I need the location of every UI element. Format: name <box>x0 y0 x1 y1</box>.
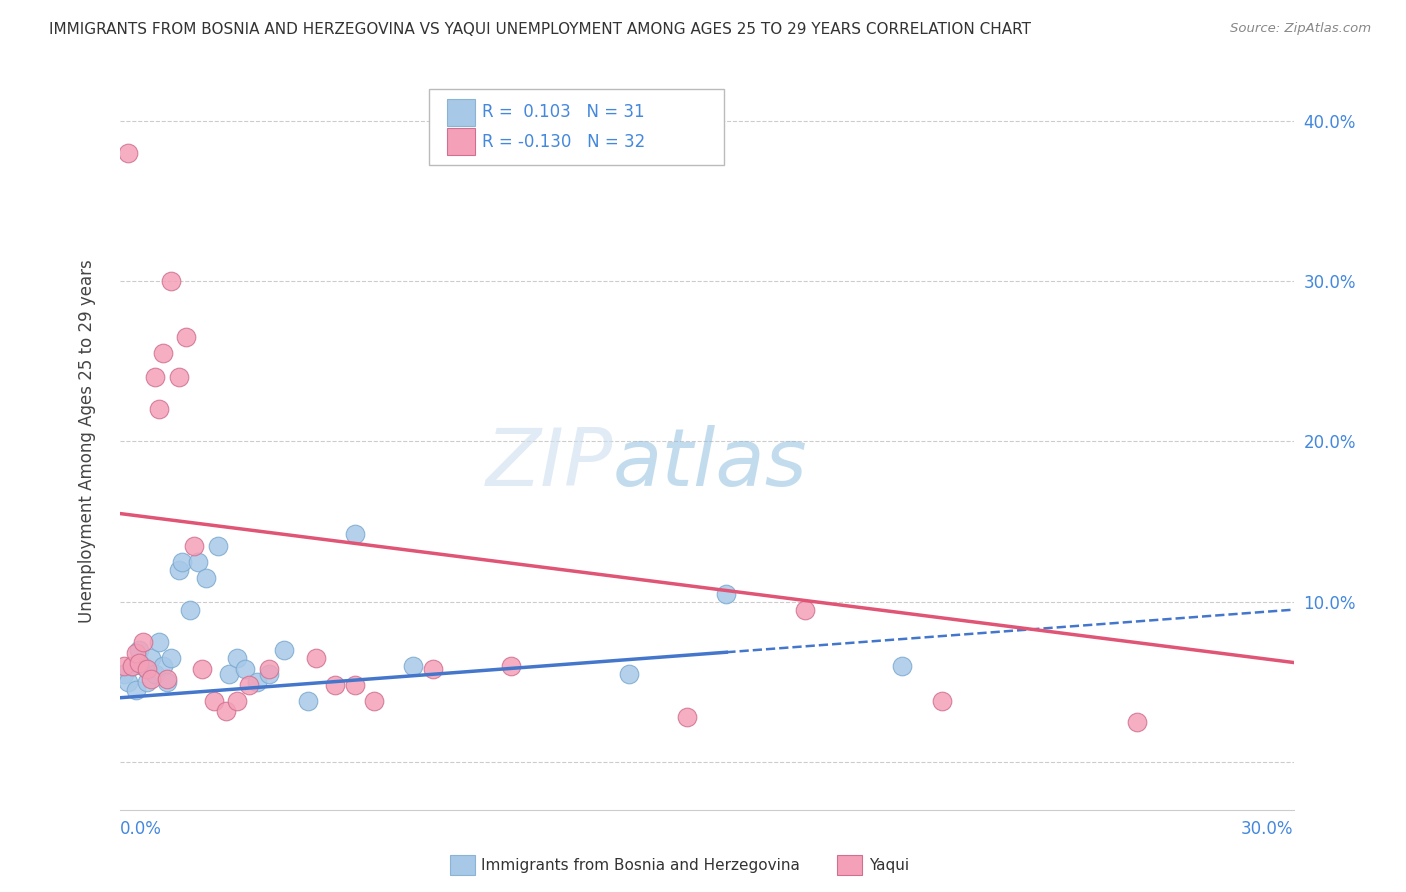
Text: IMMIGRANTS FROM BOSNIA AND HERZEGOVINA VS YAQUI UNEMPLOYMENT AMONG AGES 25 TO 29: IMMIGRANTS FROM BOSNIA AND HERZEGOVINA V… <box>49 22 1031 37</box>
Text: R =  0.103   N = 31: R = 0.103 N = 31 <box>482 103 645 121</box>
Point <box>121 658 143 673</box>
Point <box>931 694 953 708</box>
Point <box>117 674 139 689</box>
Point <box>183 539 205 553</box>
Point <box>202 694 225 708</box>
Text: Yaqui: Yaqui <box>869 858 910 872</box>
Text: Immigrants from Bosnia and Herzegovina: Immigrants from Bosnia and Herzegovina <box>481 858 800 872</box>
Point <box>402 658 425 673</box>
Point <box>343 678 366 692</box>
Point <box>148 402 170 417</box>
Point <box>132 658 155 673</box>
Text: ZIP: ZIP <box>485 425 613 502</box>
Point <box>117 146 139 161</box>
Point <box>617 666 640 681</box>
Point <box>891 658 914 673</box>
Point <box>238 678 260 692</box>
Point <box>143 666 166 681</box>
Point <box>304 650 326 665</box>
Point <box>676 710 699 724</box>
Point <box>124 646 146 660</box>
Point <box>233 662 256 676</box>
Point <box>207 539 229 553</box>
Point <box>343 527 366 541</box>
Point <box>363 694 385 708</box>
Point <box>793 602 815 616</box>
Point <box>128 656 150 670</box>
Point <box>156 674 179 689</box>
Point <box>246 674 269 689</box>
Point <box>121 658 143 673</box>
Point <box>273 642 295 657</box>
Text: Source: ZipAtlas.com: Source: ZipAtlas.com <box>1230 22 1371 36</box>
Point <box>176 330 198 344</box>
Point <box>159 650 181 665</box>
Point <box>226 694 249 708</box>
Point <box>422 662 444 676</box>
Point <box>716 587 738 601</box>
Point <box>141 650 163 665</box>
Point <box>323 678 346 692</box>
Point <box>179 602 201 616</box>
Point <box>128 642 150 657</box>
Point <box>152 658 174 673</box>
Point <box>156 672 179 686</box>
Point <box>1126 714 1149 729</box>
Text: atlas: atlas <box>613 425 807 502</box>
Point <box>214 704 236 718</box>
Point <box>152 346 174 360</box>
Point <box>112 658 135 673</box>
Point <box>167 370 190 384</box>
Point <box>172 555 194 569</box>
Y-axis label: Unemployment Among Ages 25 to 29 years: Unemployment Among Ages 25 to 29 years <box>79 260 96 624</box>
Text: 0.0%: 0.0% <box>120 820 162 838</box>
Text: R = -0.130   N = 32: R = -0.130 N = 32 <box>482 133 645 151</box>
Point <box>218 666 240 681</box>
Point <box>187 555 209 569</box>
Point <box>194 571 217 585</box>
Point <box>148 634 170 648</box>
Point <box>257 666 280 681</box>
Point <box>112 666 135 681</box>
Text: 30.0%: 30.0% <box>1241 820 1294 838</box>
Point <box>501 658 523 673</box>
Point <box>143 370 166 384</box>
Point <box>136 662 159 676</box>
Point <box>297 694 319 708</box>
Point <box>226 650 249 665</box>
Point <box>141 672 163 686</box>
Point <box>257 662 280 676</box>
Point <box>124 682 146 697</box>
Point <box>191 662 214 676</box>
Point <box>159 274 181 288</box>
Point <box>132 634 155 648</box>
Point <box>167 563 190 577</box>
Point <box>136 674 159 689</box>
